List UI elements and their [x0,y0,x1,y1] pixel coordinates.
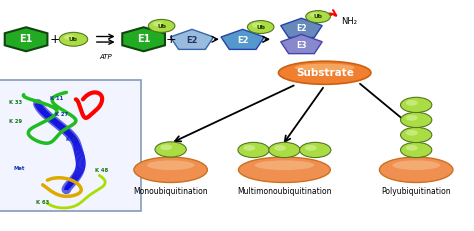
Text: Ub: Ub [314,14,322,19]
Ellipse shape [279,61,371,84]
Circle shape [269,142,300,158]
Text: E1: E1 [137,34,150,44]
Circle shape [406,100,418,106]
Text: Polyubiquitination: Polyubiquitination [382,187,451,196]
Circle shape [153,22,163,27]
Text: K 11: K 11 [50,96,63,101]
Polygon shape [170,29,214,49]
Text: Ub: Ub [69,37,78,42]
Circle shape [306,11,330,23]
Ellipse shape [255,160,314,170]
Text: Multimonoubiquitination: Multimonoubiquitination [237,187,332,196]
Circle shape [401,127,432,143]
Text: Ub: Ub [157,24,166,29]
Text: K 63: K 63 [36,200,49,205]
Text: K 48: K 48 [95,168,108,173]
Ellipse shape [295,64,355,72]
Text: ATP: ATP [100,54,112,60]
Text: K 33: K 33 [9,100,22,105]
Ellipse shape [134,157,207,182]
Ellipse shape [238,157,330,182]
Text: NH₂: NH₂ [341,18,357,26]
Ellipse shape [392,160,440,170]
Text: E1: E1 [19,34,33,44]
Circle shape [406,130,418,136]
FancyBboxPatch shape [0,80,141,211]
Polygon shape [221,29,264,49]
Polygon shape [5,27,47,51]
Text: +: + [49,33,60,46]
Ellipse shape [147,160,194,170]
Circle shape [305,145,317,151]
Text: K 29: K 29 [9,119,22,124]
Circle shape [406,145,418,151]
Text: Ub: Ub [256,25,265,30]
Circle shape [274,145,286,151]
Circle shape [148,19,175,32]
Text: Monoubiquitination: Monoubiquitination [133,187,208,196]
Circle shape [252,23,262,28]
Text: K 6: K 6 [66,137,76,142]
Polygon shape [281,18,322,37]
Circle shape [401,97,432,112]
Circle shape [243,145,255,151]
Text: K 27: K 27 [55,112,68,117]
Polygon shape [122,27,165,51]
Circle shape [300,142,331,158]
Text: E2: E2 [237,36,248,45]
Polygon shape [281,34,322,54]
Text: Substrate: Substrate [296,68,354,78]
Circle shape [310,13,319,17]
Text: Met: Met [13,166,25,171]
Circle shape [401,112,432,128]
Circle shape [406,115,418,121]
Circle shape [64,35,75,40]
Text: E2: E2 [186,36,198,45]
Text: E2: E2 [296,24,307,33]
Circle shape [238,142,269,158]
Circle shape [155,142,186,157]
Circle shape [160,144,172,150]
Circle shape [247,21,274,33]
Text: +: + [165,33,176,46]
Ellipse shape [379,157,453,182]
Circle shape [401,142,432,158]
Circle shape [59,32,88,46]
Text: E3: E3 [296,41,307,49]
